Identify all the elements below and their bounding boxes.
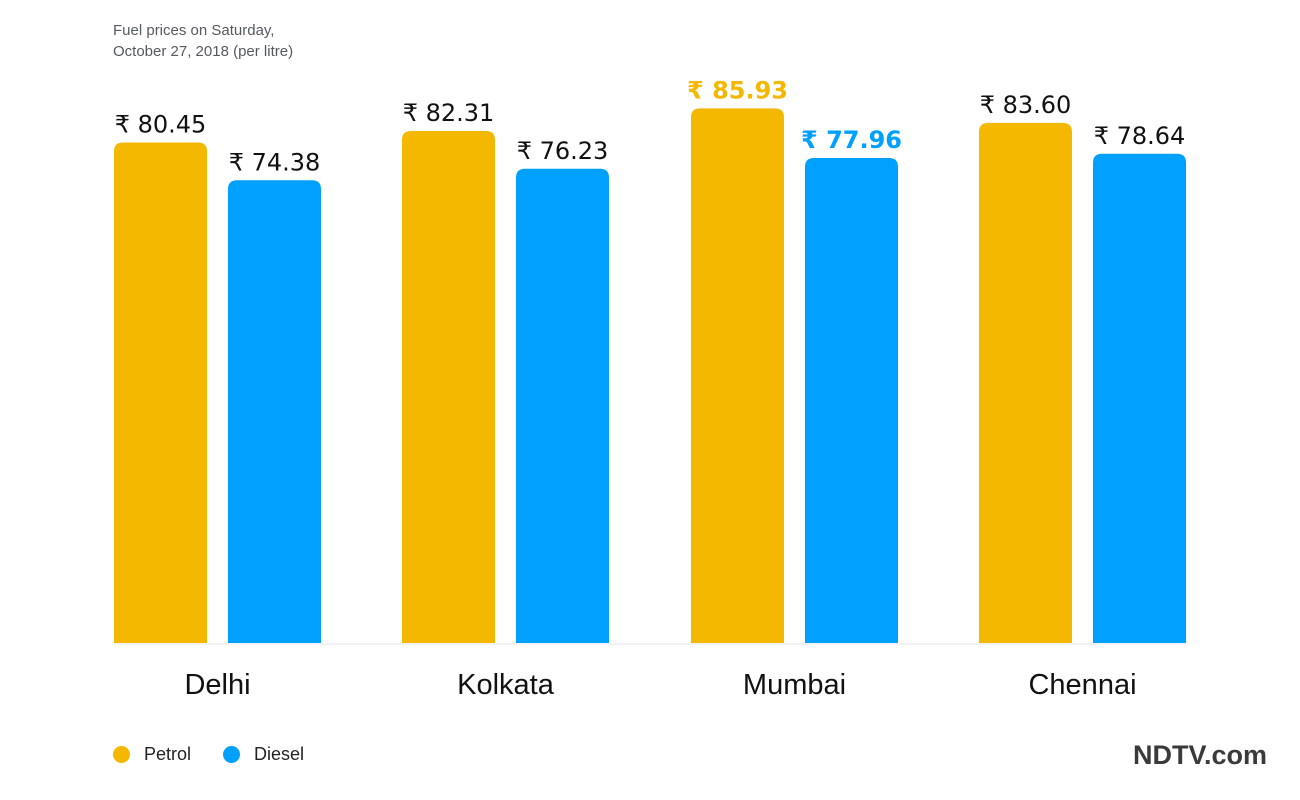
bar-petrol-delhi bbox=[114, 142, 207, 643]
legend-label-diesel: Diesel bbox=[254, 744, 305, 764]
category-label-mumbai: Mumbai bbox=[743, 669, 846, 701]
ndtv-logo[interactable]: NDTV.com bbox=[1133, 740, 1267, 771]
bar-diesel-chennai bbox=[1093, 153, 1186, 643]
bar-diesel-delhi bbox=[228, 180, 321, 643]
chart-subtitle: October 27, 2018 (per litre) bbox=[113, 43, 294, 60]
legend-swatch-diesel bbox=[223, 746, 241, 763]
data-label-diesel-mumbai: ₹ 77.96 bbox=[801, 126, 902, 154]
bar-diesel-kolkata bbox=[516, 168, 609, 643]
legend-item-petrol: Petrol bbox=[113, 744, 191, 765]
bar-petrol-kolkata bbox=[402, 130, 495, 644]
category-label-kolkata: Kolkata bbox=[457, 669, 555, 701]
data-label-diesel-chennai: ₹ 78.64 bbox=[1094, 122, 1186, 150]
category-label-delhi: Delhi bbox=[184, 669, 250, 701]
chart-title-block: Fuel prices on Saturday, October 27, 201… bbox=[113, 20, 293, 62]
bar-petrol-chennai bbox=[979, 122, 1072, 643]
data-label-petrol-chennai: ₹ 83.60 bbox=[980, 91, 1072, 119]
bar-petrol-mumbai bbox=[691, 108, 784, 643]
data-label-diesel-kolkata: ₹ 76.23 bbox=[517, 137, 609, 165]
data-label-petrol-delhi: ₹ 80.45 bbox=[115, 111, 207, 139]
data-label-diesel-delhi: ₹ 74.38 bbox=[229, 148, 321, 176]
legend-label-petrol: Petrol bbox=[144, 744, 192, 764]
chart-title: Fuel prices on Saturday, bbox=[113, 22, 275, 39]
data-label-petrol-kolkata: ₹ 82.31 bbox=[403, 99, 495, 127]
category-label-chennai: Chennai bbox=[1028, 669, 1136, 701]
bar-diesel-mumbai bbox=[805, 158, 898, 643]
logo-text: NDTV.com bbox=[1133, 740, 1268, 770]
legend-swatch-petrol bbox=[113, 746, 130, 763]
legend: Petrol Diesel bbox=[113, 744, 336, 765]
legend-item-diesel: Diesel bbox=[223, 744, 304, 765]
data-label-petrol-mumbai: ₹ 85.93 bbox=[687, 76, 788, 104]
